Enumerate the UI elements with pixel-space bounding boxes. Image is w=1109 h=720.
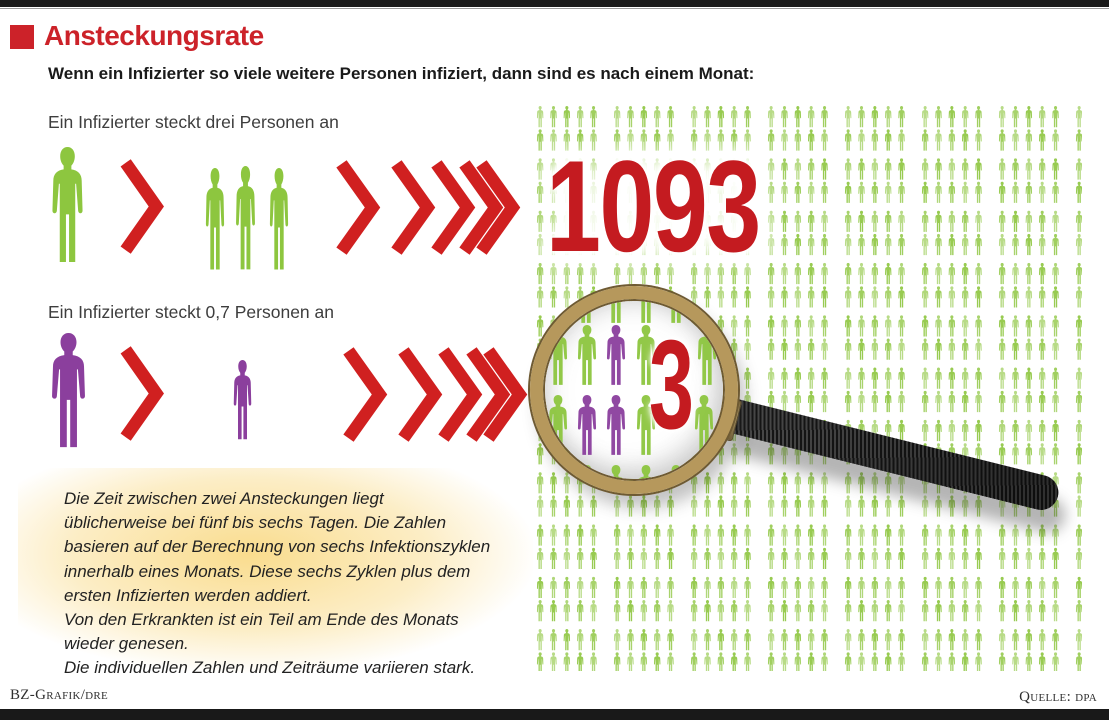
infected-person-icon-large-purple: [45, 333, 92, 451]
result-number-scenario1: 1093: [546, 133, 761, 279]
note-highlight: [18, 468, 533, 673]
result-number-scenario2: 3: [649, 314, 694, 455]
title-bullet-square: [10, 25, 34, 49]
infected-group-person-icon: [232, 166, 259, 273]
footer-credit: BZ-Grafik/dre: [10, 687, 109, 703]
top-rule-thin: [0, 8, 1109, 9]
arrow-chevron-series-icon: [333, 159, 523, 256]
bottom-rule: [0, 709, 1109, 720]
arrow-chevron-icon: [118, 345, 164, 442]
magnifier-lens-glass: 3: [545, 301, 723, 479]
magnified-people-icons: [548, 301, 717, 479]
infected-small-person-icon: [230, 360, 255, 442]
footer-source: Quelle: dpa: [1019, 689, 1097, 705]
page-title: Ansteckungsrate: [44, 20, 264, 51]
infected-group-person-icon: [266, 168, 292, 273]
note-text: Die Zeit zwischen zwei Ansteckungen lieg…: [64, 489, 491, 678]
arrow-chevron-series-icon: [340, 346, 530, 443]
infected-group-person-icon: [202, 168, 228, 273]
infected-person-icon-large-green: [46, 147, 89, 266]
scenario2-label: Ein Infizierter steckt 0,7 Personen an: [48, 302, 334, 322]
subtitle: Wenn ein Infizierter so viele weitere Pe…: [48, 64, 755, 83]
top-rule: [0, 0, 1109, 7]
arrow-chevron-icon: [118, 158, 164, 255]
scenario1-label: Ein Infizierter steckt drei Personen an: [48, 112, 339, 132]
